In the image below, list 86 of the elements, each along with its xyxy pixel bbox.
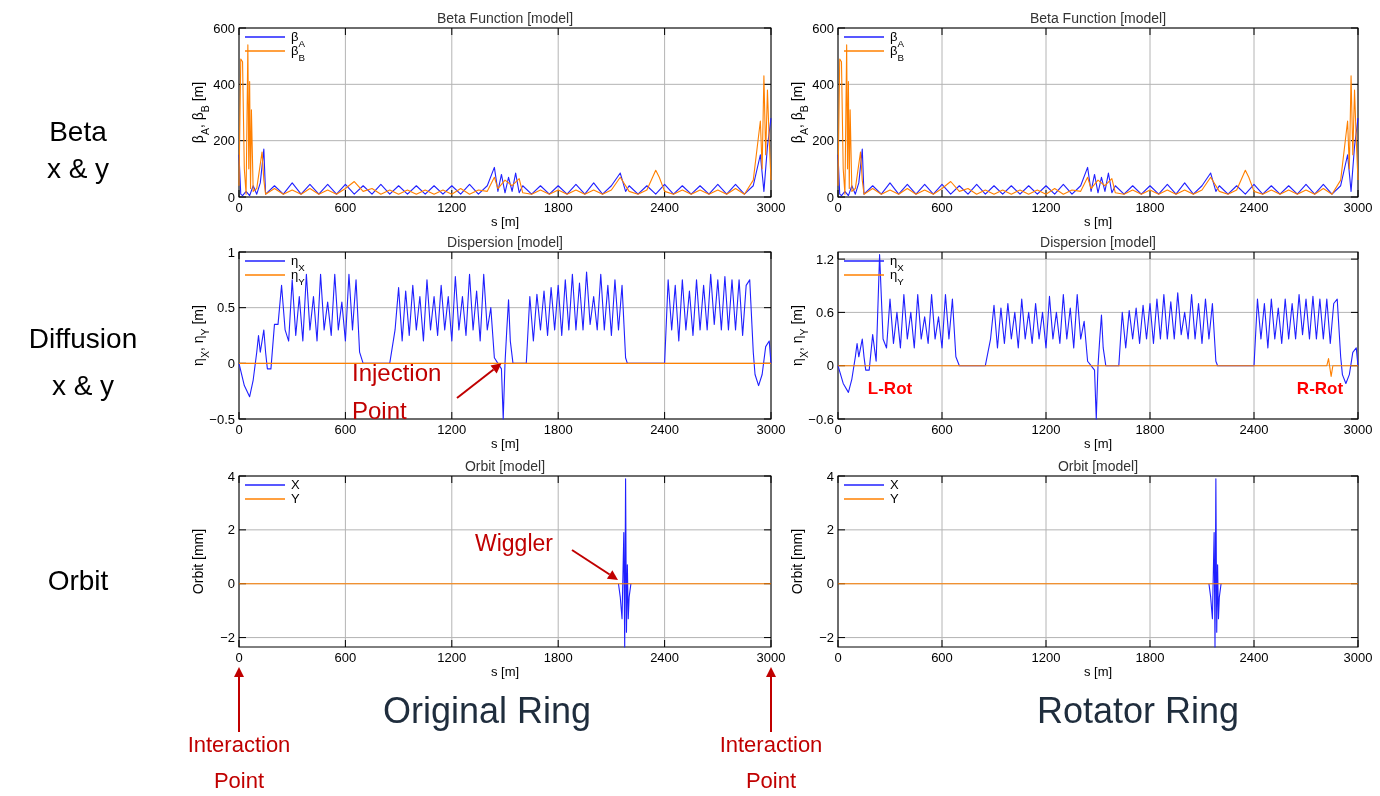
x-tick-label: 3000 [1343,422,1373,437]
chart-title: Dispersion [model] [447,234,563,250]
y-tick-label: 0 [227,355,235,371]
y-tick-label: 200 [213,133,235,149]
y-tick-label: 1.2 [815,251,834,267]
annotation: Injection Point [352,359,442,424]
x-tick-label: 2400 [650,422,680,437]
x-tick-label: 3000 [756,650,786,665]
legend-label: Y [890,491,899,506]
x-tick-label: 600 [931,650,953,665]
y-tick-label: 4 [826,468,834,484]
x-tick-label: 1800 [1135,422,1165,437]
text: Rotator Ring [1036,690,1240,731]
y-tick-label: −0.6 [808,411,834,427]
chart-title: Beta Function [model] [1029,10,1167,26]
x-tick-label: 600 [334,422,357,437]
x-tick-label: 2400 [1239,650,1269,665]
x-tick-label: 1200 [437,200,467,215]
y-tick-label: 0 [826,189,834,205]
x-tick-label: 600 [334,200,357,215]
chart-title: Beta Function [model] [436,10,574,26]
y-tick-label: 2 [227,522,235,538]
x-tick-label: 1200 [1031,422,1061,437]
x-tick-label: 3000 [756,422,786,437]
text: Original Ring [382,690,592,731]
y-tick-label: −0.5 [209,411,235,427]
x-tick-label: 1800 [1135,650,1165,665]
y-tick-label: 200 [812,133,834,149]
chart-title: Dispersion [model] [1040,234,1156,250]
text: Orbit [47,565,109,596]
x-axis-title: s [m] [490,436,520,451]
legend-label: Y [291,491,300,506]
y-tick-label: 0 [227,189,235,205]
y-tick-label: −2 [220,630,235,646]
x-tick-label: 1200 [1031,200,1061,215]
y-tick-label: 0 [826,358,834,374]
x-tick-label: 2400 [1239,422,1269,437]
x-tick-label: 3000 [756,200,786,215]
x-tick-label: 600 [931,422,953,437]
x-axis-title: s [m] [1083,436,1113,451]
y-tick-label: 600 [812,20,834,36]
x-axis-title: s [m] [490,214,520,229]
y-tick-label: 0 [227,576,235,592]
x-tick-label: 3000 [1343,200,1373,215]
x-tick-label: 1200 [437,650,467,665]
annotation: R-Rot [1296,379,1344,398]
line-series [617,478,632,648]
x-tick-label: 1200 [1031,650,1061,665]
x-tick-label: 600 [931,200,953,215]
y-axis-title: Orbit [mm] [190,528,206,595]
chart-title: Orbit [model] [464,458,546,474]
y-tick-label: −2 [819,630,834,646]
x-axis-title: s [m] [490,664,520,679]
text: Beta x & y [46,116,110,184]
legend-label: X [291,477,300,492]
text: Diffusion x & y [28,323,138,401]
y-tick-label: 400 [213,76,235,92]
y-tick-label: 1 [227,244,235,260]
text: Interaction Point [187,732,291,793]
x-tick-label: 1800 [543,200,573,215]
x-axis-title: s [m] [1083,664,1113,679]
x-axis-title: s [m] [1083,214,1113,229]
y-tick-label: 0.5 [216,300,235,316]
x-tick-label: 2400 [650,650,680,665]
annotation: Wiggler [475,530,554,556]
text: Interaction Point [719,732,823,793]
y-axis-title: Orbit [mm] [789,528,805,595]
y-tick-label: 600 [213,20,235,36]
x-tick-label: 2400 [650,200,680,215]
x-tick-label: 600 [334,650,357,665]
x-tick-label: 1800 [1135,200,1165,215]
y-tick-label: 400 [812,76,834,92]
x-tick-label: 1800 [543,422,573,437]
x-tick-label: 2400 [1239,200,1269,215]
legend-label: X [890,477,899,492]
x-tick-label: 1200 [437,422,467,437]
annotation: L-Rot [867,379,913,398]
line-series [837,254,1359,420]
y-tick-label: 0.6 [815,304,834,320]
x-tick-label: 1800 [543,650,573,665]
x-tick-label: 3000 [1343,650,1373,665]
chart-title: Orbit [model] [1057,458,1139,474]
y-tick-label: 0 [826,576,834,592]
y-tick-label: 4 [227,468,235,484]
y-tick-label: 2 [826,522,834,538]
line-series [1208,478,1222,648]
